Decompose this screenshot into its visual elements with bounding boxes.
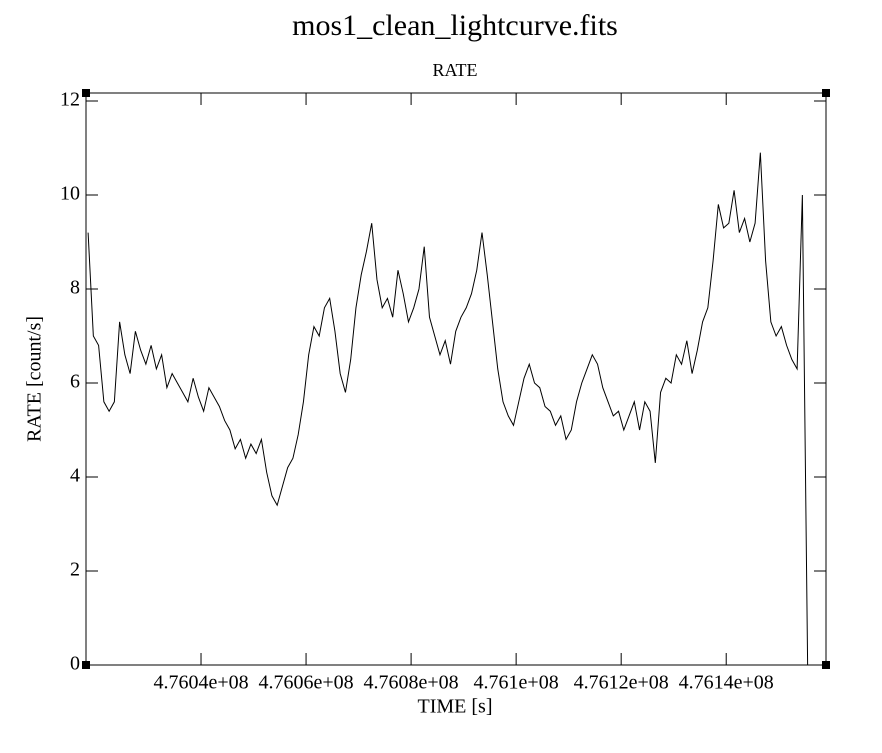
data-line bbox=[87, 152, 809, 666]
chart-title: mos1_clean_lightcurve.fits bbox=[292, 9, 618, 42]
x-axis-label: TIME [s] bbox=[418, 696, 493, 718]
corner-handle bbox=[82, 89, 90, 97]
chart-subtitle: RATE bbox=[433, 60, 478, 80]
y-tick-label: 8 bbox=[70, 277, 80, 299]
y-tick-label: 6 bbox=[70, 371, 80, 393]
x-tick-label: 4.7604e+08 bbox=[153, 672, 248, 694]
corner-handle bbox=[822, 89, 830, 97]
x-tick-label: 4.7612e+08 bbox=[574, 672, 669, 694]
x-tick-label: 4.761e+08 bbox=[474, 672, 559, 694]
x-tick-label: 4.7606e+08 bbox=[258, 672, 353, 694]
y-tick-label: 4 bbox=[70, 465, 80, 487]
y-tick-label: 10 bbox=[60, 183, 80, 205]
x-tick-label: 4.7608e+08 bbox=[364, 672, 459, 694]
plot-frame bbox=[85, 92, 827, 666]
x-tick-label: 4.7614e+08 bbox=[679, 672, 774, 694]
y-tick-label: 12 bbox=[60, 89, 80, 111]
y-tick-label: 0 bbox=[70, 653, 80, 675]
y-axis-label: RATE [count/s] bbox=[24, 316, 46, 442]
y-tick-label: 2 bbox=[70, 559, 80, 581]
